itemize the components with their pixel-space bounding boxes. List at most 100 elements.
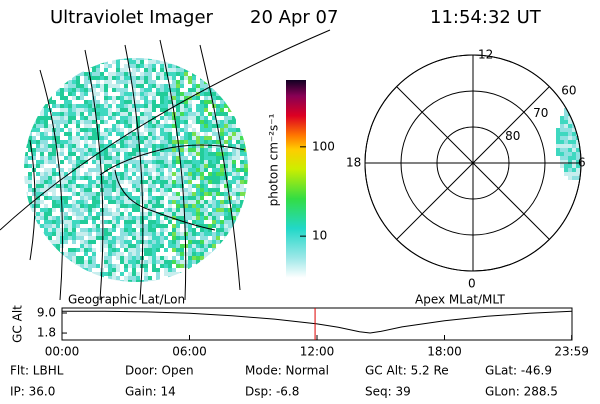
speckle <box>228 240 232 244</box>
speckle <box>184 64 188 68</box>
speckle <box>240 220 244 224</box>
speckle <box>184 212 188 216</box>
speckle <box>164 176 168 180</box>
speckle <box>136 180 140 184</box>
speckle <box>188 148 192 152</box>
speckle <box>84 200 88 204</box>
speckle <box>176 196 180 200</box>
speckle <box>88 104 92 108</box>
speckle <box>36 276 40 280</box>
speckle <box>88 108 92 112</box>
speckle <box>192 160 196 164</box>
speckle <box>80 84 84 88</box>
speckle <box>104 168 108 172</box>
speckle <box>572 108 576 112</box>
speckle <box>572 148 576 152</box>
speckle <box>76 80 80 84</box>
speckle <box>184 204 188 208</box>
speckle <box>560 164 564 168</box>
speckle <box>124 92 128 96</box>
speckle <box>244 176 248 180</box>
speckle <box>132 132 136 136</box>
speckle <box>156 152 160 156</box>
speckle <box>72 112 76 116</box>
speckle <box>236 64 240 68</box>
speckle <box>136 188 140 192</box>
speckle <box>132 252 136 256</box>
speckle <box>128 212 132 216</box>
speckle <box>176 208 180 212</box>
speckle <box>120 96 124 100</box>
speckle <box>92 92 96 96</box>
speckle <box>100 108 104 112</box>
speckle <box>236 92 240 96</box>
speckle <box>148 76 152 80</box>
speckle <box>556 128 560 132</box>
speckle <box>112 104 116 108</box>
speckle <box>168 232 172 236</box>
speckle <box>236 196 240 200</box>
speckle <box>44 192 48 196</box>
speckle <box>52 276 56 280</box>
speckle <box>120 260 124 264</box>
speckle <box>56 112 60 116</box>
speckle <box>32 108 36 112</box>
speckle <box>152 100 156 104</box>
speckle <box>108 80 112 84</box>
speckle <box>92 244 96 248</box>
speckle <box>204 144 208 148</box>
speckle <box>204 100 208 104</box>
speckle <box>36 64 40 68</box>
speckle <box>84 104 88 108</box>
speckle <box>24 232 28 236</box>
speckle <box>148 92 152 96</box>
speckle <box>188 256 192 260</box>
speckle <box>112 168 116 172</box>
lat-ring-label: 60 <box>561 83 576 97</box>
speckle <box>116 220 120 224</box>
speckle <box>168 260 172 264</box>
speckle <box>212 148 216 152</box>
speckle <box>152 96 156 100</box>
speckle <box>100 236 104 240</box>
speckle <box>68 124 72 128</box>
colorbar-tick-label: 10 <box>312 229 327 243</box>
speckle <box>72 148 76 152</box>
speckle <box>232 96 236 100</box>
speckle <box>24 152 28 156</box>
speckle <box>120 240 124 244</box>
speckle <box>144 232 148 236</box>
speckle <box>224 272 228 276</box>
speckle <box>156 164 160 168</box>
speckle <box>160 228 164 232</box>
speckle <box>112 240 116 244</box>
speckle <box>116 228 120 232</box>
speckle <box>104 256 108 260</box>
lat-ring-label: 70 <box>533 106 548 120</box>
speckle <box>96 244 100 248</box>
speckle <box>112 188 116 192</box>
speckle <box>200 256 204 260</box>
speckle <box>568 144 572 148</box>
speckle <box>212 152 216 156</box>
speckle <box>236 232 240 236</box>
speckle <box>72 204 76 208</box>
speckle <box>212 208 216 212</box>
speckle <box>204 212 208 216</box>
speckle <box>560 160 564 164</box>
speckle <box>132 260 136 264</box>
speckle <box>212 180 216 184</box>
speckle <box>32 58 36 60</box>
speckle <box>76 236 80 240</box>
speckle <box>584 144 588 148</box>
speckle <box>156 196 160 200</box>
speckle <box>568 160 572 164</box>
speckle <box>100 164 104 168</box>
speckle <box>92 160 96 164</box>
speckle <box>72 244 76 248</box>
speckle <box>56 172 60 176</box>
speckle <box>112 280 116 282</box>
speckle <box>28 132 32 136</box>
speckle <box>216 92 220 96</box>
speckle <box>108 176 112 180</box>
